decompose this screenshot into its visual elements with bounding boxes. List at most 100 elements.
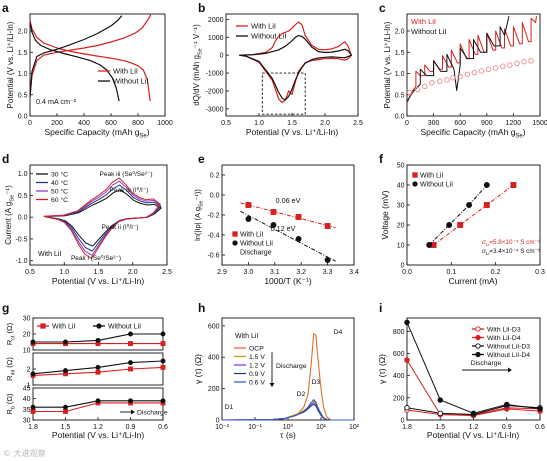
annotation: Discharge — [137, 410, 168, 417]
data-point — [63, 339, 68, 345]
x-axis-label: τ (s) — [280, 430, 296, 440]
data-point — [421, 83, 428, 89]
y-axis-label: Rct (Ω) — [5, 322, 17, 345]
y-tick-label: 0.0 — [18, 215, 28, 222]
series-line — [406, 16, 537, 104]
series-line — [221, 333, 354, 421]
x-tick-label: 3.1 — [270, 269, 280, 276]
data-point — [492, 65, 499, 71]
x-tick-label: 600 — [105, 120, 117, 127]
y-axis-label: Potential (V vs. Li⁺/Li-In) — [6, 21, 15, 108]
annotation: σLi=5.8×10⁻⁴ S cm⁻¹ — [482, 239, 540, 247]
data-point — [537, 406, 543, 412]
y-axis-label: Potential (V vs. Li⁺/Li-In) — [383, 21, 392, 108]
x-tick-label: 1.5 — [435, 424, 445, 431]
y-tick-label: 1000 — [208, 35, 224, 42]
data-point — [245, 202, 252, 208]
x-tick-label: 3.2 — [296, 269, 306, 276]
data-point — [514, 60, 520, 67]
legend-entry: Without LiI — [113, 77, 148, 86]
data-point — [470, 410, 477, 417]
annotation: With LiI — [38, 251, 61, 258]
y-axis-label: Current (A gSe⁻¹) — [4, 185, 16, 245]
data-point — [446, 222, 453, 228]
fit-line — [240, 210, 336, 262]
data-point — [245, 216, 252, 222]
y-tick-label: 800 — [393, 329, 405, 336]
x-tick-label: 1.0 — [59, 269, 69, 276]
y-tick-label: 600 — [393, 351, 405, 358]
y-axis-label: ln(|Ip| (A gSe⁻¹)) — [193, 189, 205, 241]
x-tick-label: 800 — [132, 120, 144, 127]
y-tick-label: 400 — [208, 355, 220, 362]
legend-marker — [475, 351, 481, 358]
x-tick-label: 1.5 — [61, 424, 71, 431]
y-tick-label: 40 — [397, 183, 405, 190]
x-tick-label: 10⁰ — [283, 423, 294, 431]
legend-marker — [232, 240, 238, 246]
legend-marker — [412, 172, 418, 178]
annotation: Peak iv (I⁰/I⁻) — [110, 186, 149, 194]
annotation: σLi=3.4×10⁻⁴ S cm⁻¹ — [482, 248, 540, 256]
panel-label: c — [379, 1, 386, 15]
y-tick-label: 1.5 — [18, 50, 28, 57]
data-point — [30, 409, 36, 414]
legend-marker — [232, 231, 238, 237]
x-tick-label: 1500 — [532, 120, 547, 127]
x-tick-label: 0.5 — [221, 120, 231, 127]
y-tick-label: 30 — [397, 203, 405, 210]
y-tick-label: 0 — [216, 418, 220, 425]
data-point — [128, 366, 133, 372]
plot-frame — [29, 13, 166, 117]
data-point — [30, 404, 36, 410]
data-point — [483, 202, 490, 208]
x-tick-label: 3.0 — [244, 269, 254, 276]
legend-entry: 1.2 V — [249, 363, 265, 370]
annotation: D4 — [334, 329, 343, 336]
x-tick-label: 1.2 — [93, 424, 103, 431]
x-tick-label: 2.0 — [128, 269, 138, 276]
data-point — [30, 339, 36, 345]
annotation: D2 — [297, 391, 306, 398]
y-axis-label: dQ/dV (mAh gSe⁻¹ V⁻¹) — [192, 24, 204, 106]
annotation: Discharge — [240, 250, 272, 257]
data-point — [437, 397, 444, 403]
y-tick-label: 400 — [393, 373, 405, 380]
data-point — [507, 62, 513, 68]
data-point — [444, 77, 450, 83]
x-tick-label: 0.9 — [502, 424, 512, 431]
data-point — [429, 80, 435, 86]
y-tick-label: 2 — [27, 367, 31, 374]
panel-label: e — [198, 152, 205, 166]
x-tick-label: 900 — [481, 120, 493, 127]
y-tick-label: 10 — [23, 348, 31, 355]
legend-marker — [475, 343, 481, 349]
y-tick-label: 0.5 — [395, 92, 405, 99]
x-axis-label: Potential (V vs. Li⁺/Li-In) — [246, 127, 339, 137]
y-tick-label: 0.0 — [395, 114, 405, 121]
x-tick-label: 300 — [428, 120, 440, 127]
data-point — [450, 74, 456, 81]
y-tick-label: 0.0 — [18, 114, 28, 121]
data-point — [404, 405, 410, 411]
data-point — [406, 89, 413, 96]
y-axis-label: Rb (Ω) — [5, 393, 17, 415]
arrow-head — [508, 367, 512, 373]
legend-entry: OCP — [249, 346, 264, 353]
y-tick-label: 200 — [393, 395, 405, 402]
x-tick-label: 1.8 — [28, 424, 38, 431]
x-tick-label: 1.8 — [402, 424, 412, 431]
legend-marker — [96, 323, 102, 329]
annotation: With LiI — [235, 333, 258, 340]
x-tick-label: 0.6 — [158, 424, 168, 431]
y-tick-label: 600 — [208, 323, 220, 330]
data-point — [504, 401, 510, 408]
legend-entry: With LiI — [411, 17, 436, 26]
legend-entry: With LiI-D3 — [487, 327, 521, 334]
data-point — [270, 209, 277, 215]
legend-entry: 50 °C — [51, 188, 68, 196]
y-tick-label: 1.5 — [395, 50, 405, 57]
legend-marker — [475, 326, 481, 332]
series-line — [29, 15, 123, 97]
x-tick-label: 1.2 — [469, 424, 479, 431]
